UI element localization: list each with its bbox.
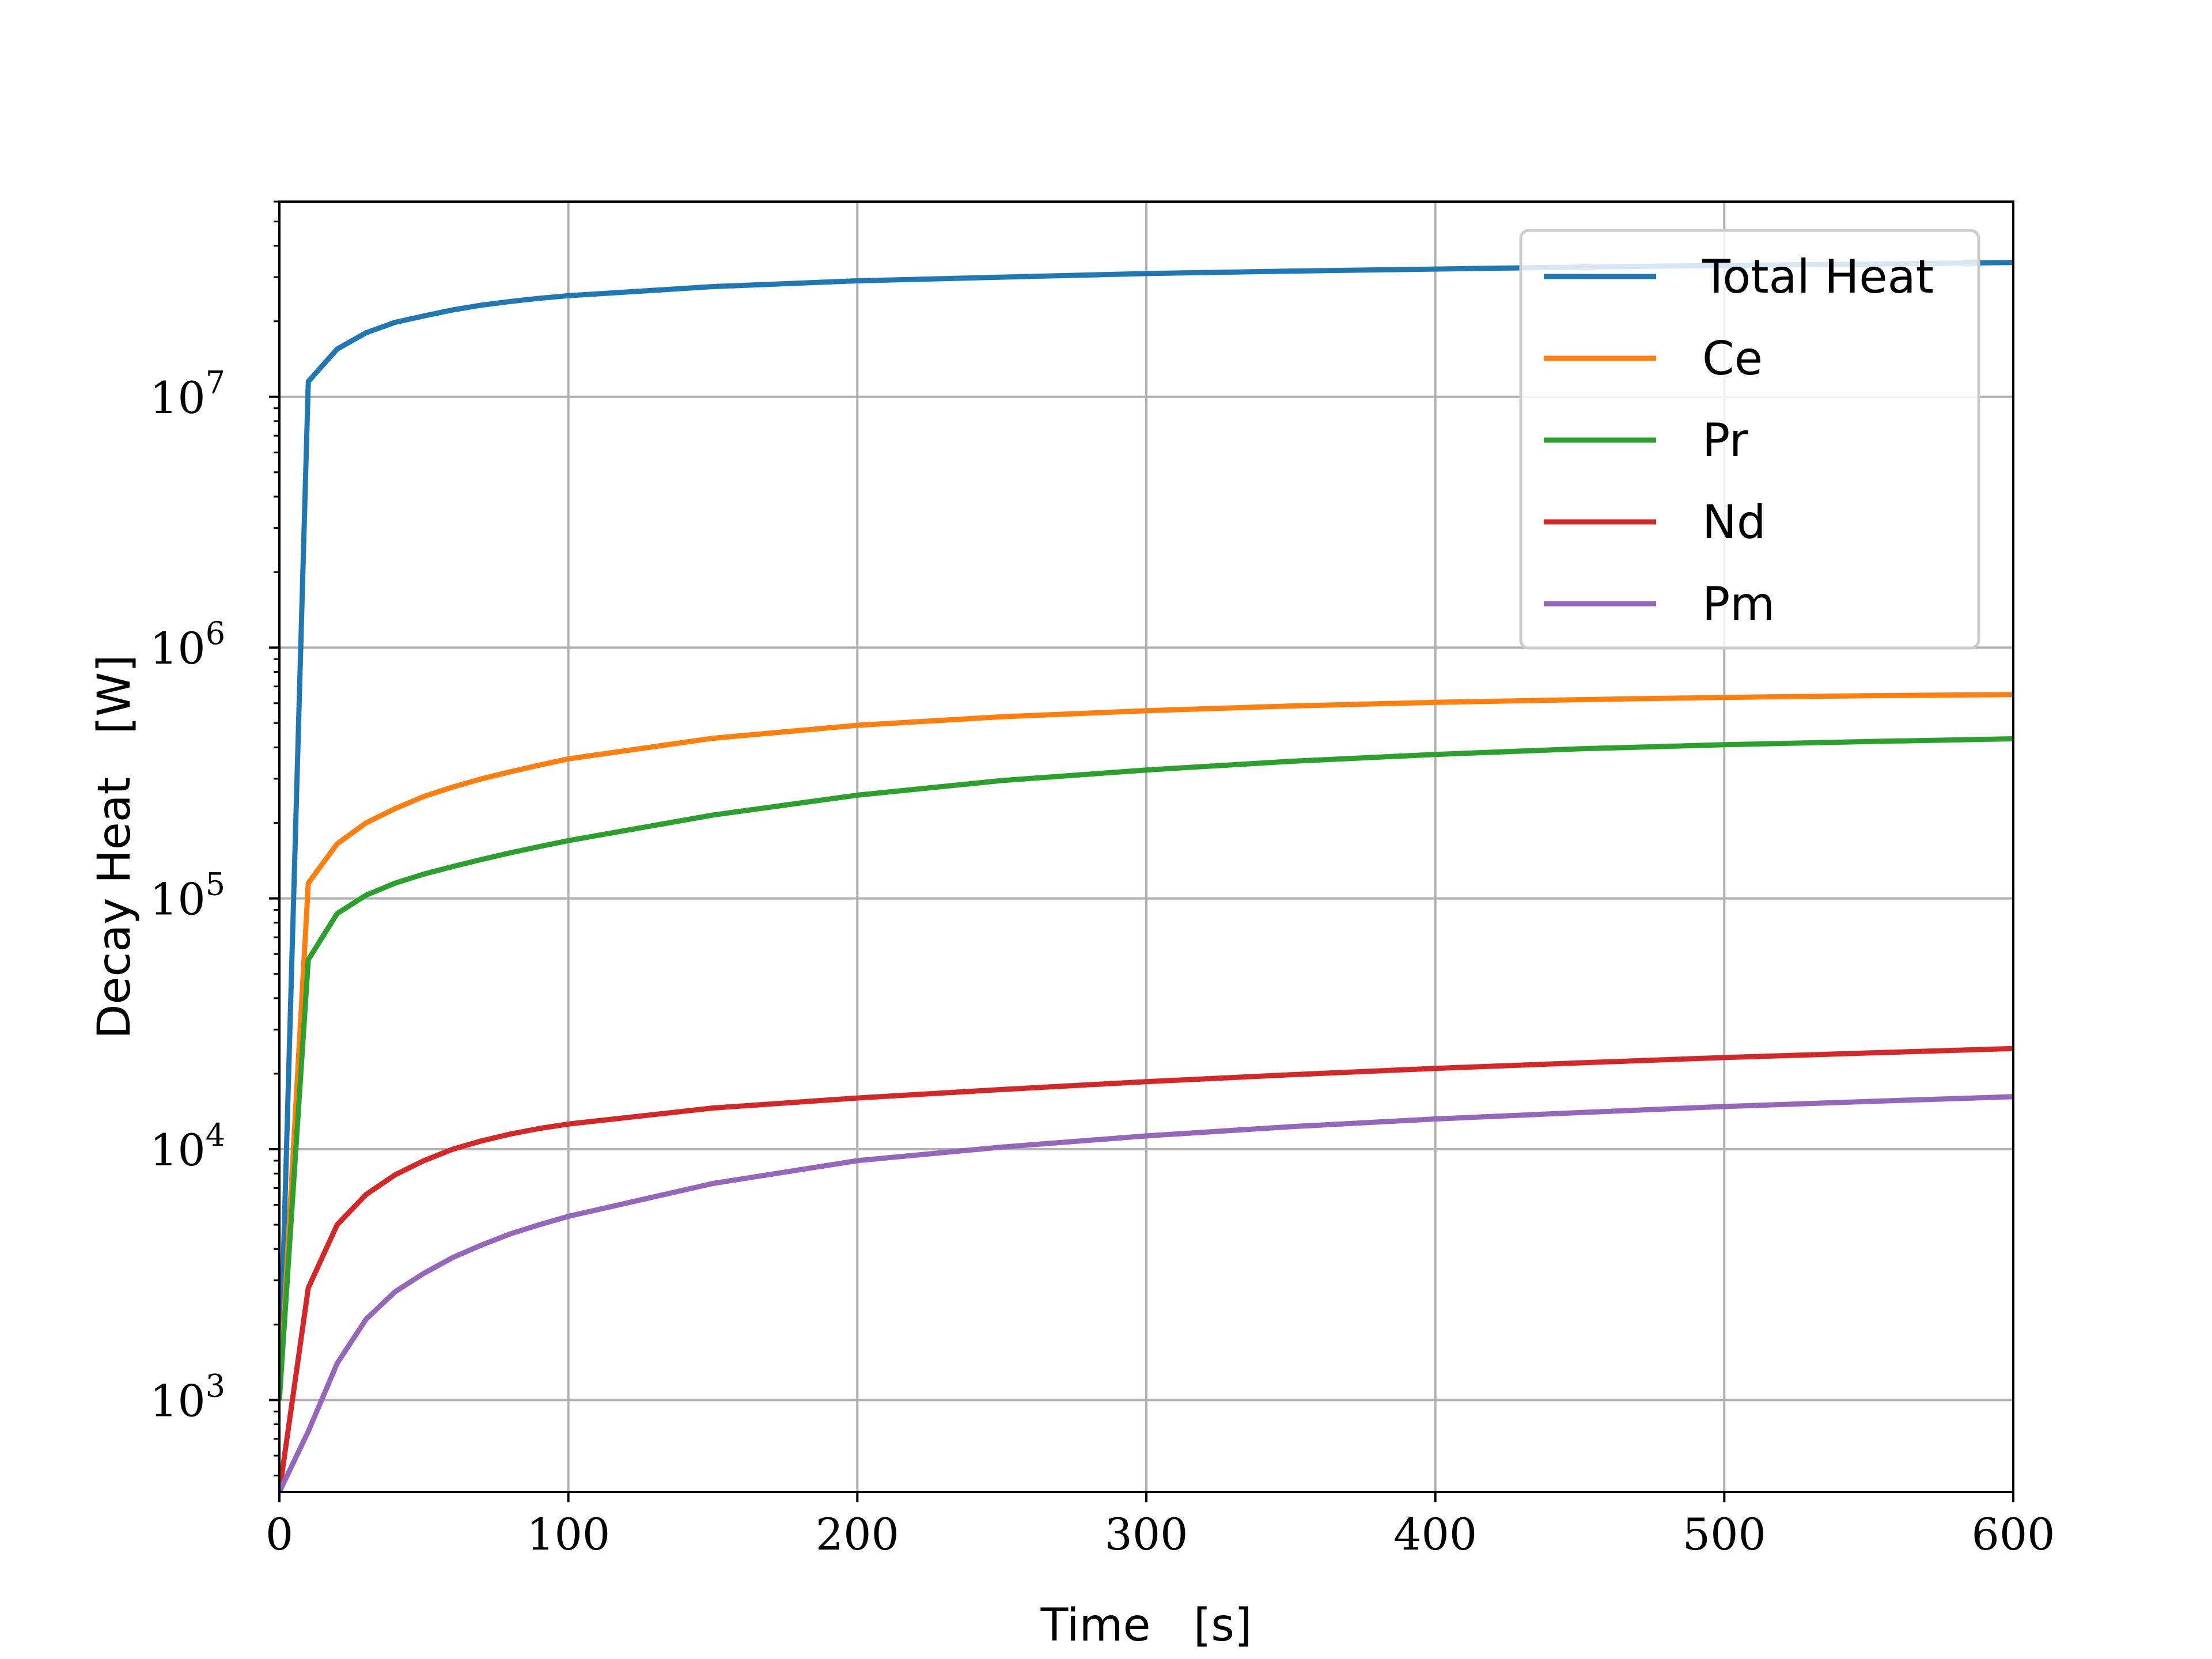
legend-box xyxy=(1519,229,1980,650)
legend-label-pm: Pm xyxy=(1702,577,1775,631)
x-tick-label: 300 xyxy=(1104,1509,1188,1560)
legend-label-ce: Ce xyxy=(1702,332,1763,385)
x-tick-label: 600 xyxy=(1971,1509,2055,1560)
y-axis-label: Decay Heat [W] xyxy=(89,654,141,1039)
x-tick-label: 200 xyxy=(816,1509,899,1560)
pr-series-line xyxy=(279,736,2013,1400)
x-tick-label: 100 xyxy=(527,1509,610,1560)
y-tick-label: 104 xyxy=(150,1117,225,1176)
legend-label-total-heat: Total Heat xyxy=(1702,250,1934,304)
legend-label-pr: Pr xyxy=(1702,414,1748,467)
x-tick-label: 400 xyxy=(1393,1509,1477,1560)
x-axis-label: Time [s] xyxy=(1040,1600,1252,1652)
legend-label-nd: Nd xyxy=(1702,495,1766,549)
y-tick-label: 107 xyxy=(150,365,225,423)
pm-series-line xyxy=(279,1094,2013,1492)
legend: Total Heat Ce Pr Nd Pm xyxy=(1519,229,1980,650)
ce-series-line xyxy=(279,692,2013,1400)
axis-ticks: 0 100 200 300 400 500 600 103 104 105 106 107 xyxy=(150,200,2055,1560)
y-tick-label: 103 xyxy=(150,1368,225,1426)
x-tick-label: 0 xyxy=(266,1509,293,1560)
y-tick-label: 105 xyxy=(150,866,225,925)
y-tick-label: 106 xyxy=(150,615,225,674)
nd-series-line xyxy=(279,1046,2013,1492)
x-tick-label: 500 xyxy=(1683,1509,1766,1560)
